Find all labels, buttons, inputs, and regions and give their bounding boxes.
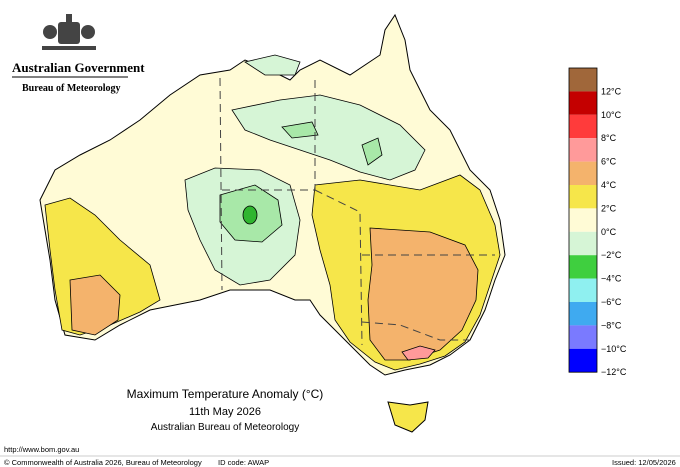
legend-swatch xyxy=(569,325,597,349)
legend-swatch xyxy=(569,91,597,115)
footer-id-code: ID code: AWAP xyxy=(218,458,269,467)
anomaly-region xyxy=(242,205,258,225)
anomaly-region xyxy=(243,54,301,76)
map-title: Maximum Temperature Anomaly (°C) xyxy=(127,387,324,401)
agency: Bureau of Meteorology xyxy=(22,83,121,94)
legend-swatch xyxy=(569,114,597,139)
legend-swatch xyxy=(569,161,597,185)
legend-swatch xyxy=(569,185,597,209)
legend-label: −4°C xyxy=(601,274,622,284)
legend-label: 12°C xyxy=(601,86,622,96)
footer-issued: Issued: 12/05/2026 xyxy=(612,458,676,467)
legend-label: −12°C xyxy=(601,367,627,377)
legend-label: 2°C xyxy=(601,203,617,213)
legend-swatch xyxy=(569,278,597,302)
legend-label: 10°C xyxy=(601,110,622,120)
anomaly-region xyxy=(401,345,436,361)
legend-label: −10°C xyxy=(601,344,627,354)
state-border xyxy=(219,77,223,291)
map-date: 11th May 2026 xyxy=(189,406,261,418)
legend-label: 4°C xyxy=(601,180,617,190)
legend-swatch xyxy=(569,255,597,279)
legend-swatch xyxy=(569,302,597,326)
australia-map xyxy=(39,13,506,433)
legend-swatch xyxy=(569,208,597,232)
legend: 12°C 10°C 8°C 6°C 4°C 2°C 0°C −2°C −4°C −6°C −8°C −… xyxy=(568,67,627,377)
legend-frame xyxy=(568,67,598,373)
anomaly-region xyxy=(367,227,479,361)
anomaly-region xyxy=(69,274,121,336)
state-border xyxy=(314,189,363,346)
anomaly-region xyxy=(281,121,319,139)
legend-swatch xyxy=(569,231,597,256)
legend-swatch xyxy=(569,348,597,373)
legend-label: 6°C xyxy=(601,157,617,167)
coat-of-arms xyxy=(42,14,96,50)
legend-label: −8°C xyxy=(601,320,622,330)
state-border xyxy=(361,321,470,341)
legend-swatch xyxy=(569,138,597,162)
government: Australian Government xyxy=(12,60,145,75)
tasmania xyxy=(387,401,429,433)
map-source: Australian Bureau of Meteorology xyxy=(151,422,299,433)
footer-url: http://www.bom.gov.au xyxy=(4,445,79,454)
footer-copyright: © Commonwealth of Australia 2026, Bureau… xyxy=(4,458,202,467)
legend-label: −2°C xyxy=(601,250,622,260)
legend-label: 8°C xyxy=(601,133,617,143)
legend-label: −6°C xyxy=(601,297,622,307)
anomaly-region xyxy=(361,137,383,166)
legend-label: 0°C xyxy=(601,227,617,237)
legend-swatch xyxy=(569,68,597,92)
